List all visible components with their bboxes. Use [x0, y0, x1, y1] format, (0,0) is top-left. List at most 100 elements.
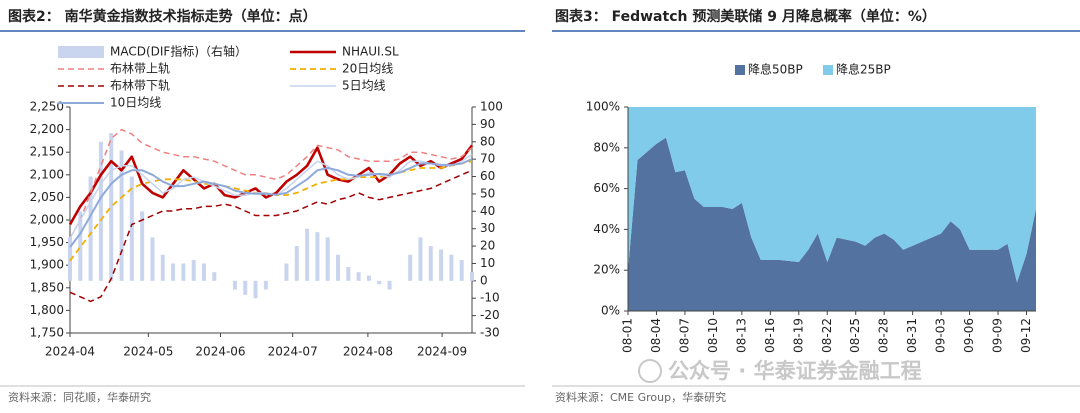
- y2-tick-label: 20: [480, 239, 495, 253]
- legend-label: 10日均线: [110, 96, 161, 110]
- x-tick-label: 2024-08: [343, 345, 393, 359]
- x-tick-label: 09-03: [934, 318, 948, 353]
- y2-tick-label: 50: [480, 186, 495, 200]
- source: 资料来源：同花顺，华泰研究: [8, 390, 151, 404]
- x-tick-label: 2024-06: [195, 345, 245, 359]
- y-tick-label: 80%: [593, 140, 620, 154]
- macd-bar: [356, 272, 361, 281]
- legend-swatch: [823, 65, 833, 75]
- macd-bar: [109, 133, 114, 281]
- macd-bar: [78, 211, 83, 281]
- chart-title: 图表2： 南华黄金指数技术指标走势（单位：点）: [8, 8, 317, 25]
- legend-label: 20日均线: [342, 62, 393, 76]
- macd-bar: [232, 280, 237, 290]
- watermark-icon: [638, 359, 662, 383]
- legend-label: MACD(DIF指标)（右轴）: [110, 44, 247, 59]
- legend-label: 5日均线: [342, 79, 386, 93]
- x-tick-label: 08-07: [677, 318, 691, 353]
- x-tick-label: 2024-04: [45, 345, 95, 359]
- y2-tick-label: 80: [480, 134, 495, 148]
- macd-bar: [387, 280, 392, 290]
- legend-label: 降息50BP: [748, 62, 803, 77]
- x-tick-label: 2024-09: [417, 345, 467, 359]
- macd-bar: [305, 228, 310, 281]
- macd-bar: [150, 237, 155, 281]
- macd-bar: [428, 246, 433, 281]
- area: [628, 107, 1036, 283]
- macd-bar: [439, 249, 444, 281]
- y-tick-label: 2,050: [30, 190, 64, 204]
- legend-label: NHAUI.SL: [342, 45, 399, 59]
- x-tick-label: 09-06: [962, 318, 976, 353]
- macd-bar: [459, 259, 464, 281]
- macd-bar: [88, 176, 93, 281]
- macd-bar: [202, 263, 206, 281]
- area: [628, 137, 1036, 311]
- macd-bar: [171, 263, 176, 281]
- y-tick-label: 1,950: [30, 235, 64, 249]
- x-tick-label: 09-12: [1019, 318, 1033, 353]
- y-tick-label: 60%: [593, 181, 620, 195]
- x-tick-label: 08-25: [848, 318, 862, 353]
- y-tick-label: 2,100: [30, 167, 64, 181]
- macd-bar: [68, 237, 72, 281]
- y2-tick-label: 40: [480, 204, 495, 218]
- legend-swatch: [735, 65, 745, 75]
- macd-bar: [449, 254, 454, 281]
- macd-bar: [325, 237, 330, 281]
- y2-tick-label: 30: [480, 221, 495, 235]
- legend-label: 布林带上轨: [110, 62, 170, 76]
- macd-bar: [336, 254, 340, 281]
- y2-tick-label: 90: [480, 117, 495, 131]
- macd-bar: [212, 272, 217, 281]
- macd-bar: [119, 150, 124, 281]
- source: 资料来源：CME Group，华泰研究: [555, 390, 726, 404]
- y-tick-label: 1,750: [30, 326, 64, 340]
- x-tick-label: 08-19: [791, 318, 805, 353]
- x-tick-label: 09-09: [991, 318, 1005, 353]
- y-tick-label: 100%: [586, 100, 620, 114]
- x-tick-label: 08-04: [649, 318, 663, 353]
- y-tick-label: 20%: [593, 263, 620, 277]
- x-tick-label: 2024-07: [268, 345, 318, 359]
- macd-bar: [263, 280, 268, 290]
- x-tick-label: 08-10: [706, 318, 720, 353]
- x-tick-label: 08-16: [763, 318, 777, 353]
- legend-swatch: [58, 46, 104, 58]
- y-tick-label: 2,000: [30, 213, 64, 227]
- macd-bar: [98, 141, 103, 281]
- macd-bar: [253, 280, 258, 299]
- y-tick-label: 40%: [593, 222, 620, 236]
- series-line: [69, 128, 473, 239]
- macd-bar: [243, 280, 248, 295]
- macd-bar: [160, 254, 165, 281]
- y2-tick-label: 10: [480, 256, 495, 270]
- chart-title: 图表3： Fedwatch 预测美联储 9 月降息概率（单位：%）: [555, 8, 936, 25]
- y2-tick-label: -10: [480, 291, 500, 305]
- legend-label: 降息25BP: [836, 62, 891, 77]
- y2-tick-label: 70: [480, 152, 495, 166]
- y-tick-label: 1,900: [30, 258, 64, 272]
- y2-tick-label: 0: [480, 273, 488, 287]
- macd-bar: [315, 232, 320, 281]
- macd-bar: [377, 280, 382, 285]
- x-tick-label: 08-31: [905, 318, 919, 353]
- y2-tick-label: -20: [480, 308, 500, 322]
- x-tick-label: 08-28: [877, 318, 891, 353]
- macd-bar: [470, 272, 474, 281]
- x-tick-label: 08-22: [820, 318, 834, 353]
- series-line: [69, 158, 473, 248]
- macd-bar: [129, 176, 134, 281]
- macd-bar: [418, 237, 423, 281]
- x-tick-label: 08-13: [734, 318, 748, 353]
- y-tick-label: 2,200: [30, 122, 64, 136]
- macd-bar: [294, 246, 299, 281]
- y2-tick-label: 60: [480, 169, 495, 183]
- y2-tick-label: -30: [480, 326, 500, 340]
- macd-bar: [140, 211, 145, 281]
- y2-tick-label: 100: [480, 100, 503, 114]
- x-tick-label: 08-01: [621, 318, 635, 353]
- y-tick-label: 2,250: [30, 100, 64, 114]
- macd-bar: [191, 259, 196, 281]
- watermark: 公众号 · 华泰证券金融工程: [668, 359, 922, 383]
